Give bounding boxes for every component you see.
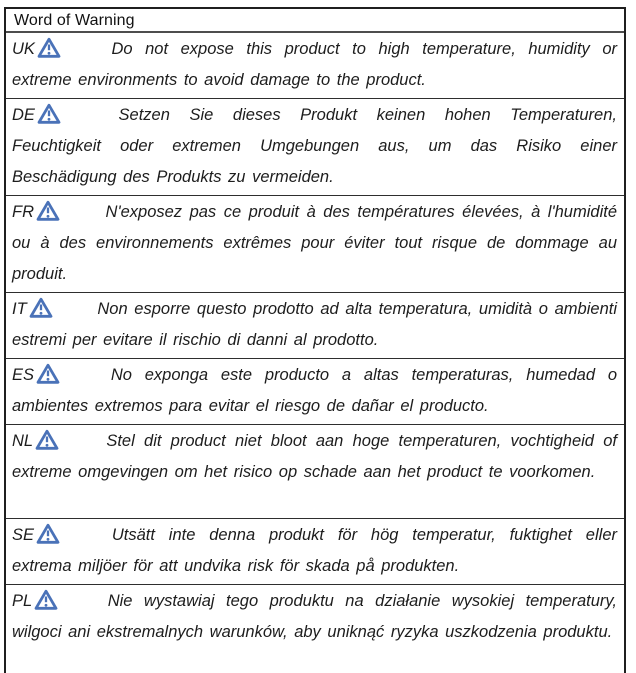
warning-text: Non esporre questo prodotto ad alta temp… <box>12 300 617 349</box>
warning-text: Setzen Sie dieses Produkt keinen hohen T… <box>12 106 617 186</box>
warning-triangle-icon <box>37 103 61 125</box>
tab-spacer <box>59 445 97 446</box>
warning-triangle-icon <box>35 429 59 451</box>
warning-row-se: SE Utsätt inte denna produkt för hög tem… <box>6 519 624 585</box>
warning-row-de: DE Setzen Sie dieses Produkt keinen hohe… <box>6 99 624 196</box>
table-header-row: Word of Warning <box>6 9 624 33</box>
warning-paragraph: ES No exponga este producto a altas temp… <box>12 360 617 422</box>
warning-triangle-icon <box>36 200 60 222</box>
warning-triangle-icon <box>34 589 58 611</box>
warning-row-uk: UK Do not expose this product to high te… <box>6 33 624 99</box>
warning-paragraph: SE Utsätt inte denna produkt för hög tem… <box>12 520 617 582</box>
tab-spacer <box>61 119 99 120</box>
word-of-warning-table: Word of Warning UK Do not expose this pr… <box>4 7 626 673</box>
language-code: NL <box>12 432 34 450</box>
tab-spacer <box>60 379 98 380</box>
warning-triangle-icon <box>36 523 60 545</box>
language-code: FR <box>12 203 34 221</box>
language-code: UK <box>12 40 35 58</box>
warning-text: Utsätt inte denna produkt för hög temper… <box>12 526 617 575</box>
warning-row-pl: PL Nie wystawiaj tego produktu na działa… <box>6 585 624 673</box>
warning-row-fr: FR N'exposez pas ce produit à des tempér… <box>6 196 624 293</box>
warning-triangle-icon <box>29 297 53 319</box>
warning-paragraph: UK Do not expose this product to high te… <box>12 34 617 96</box>
tab-spacer <box>60 216 98 217</box>
warning-paragraph: FR N'exposez pas ce produit à des tempér… <box>12 197 617 290</box>
language-code: PL <box>12 592 33 610</box>
tab-spacer <box>60 539 98 540</box>
warning-paragraph: NL Stel dit product niet bloot aan hoge … <box>12 426 617 488</box>
table-title: Word of Warning <box>14 11 135 29</box>
warning-paragraph: IT Non esporre questo prodotto ad alta t… <box>12 294 617 356</box>
warning-paragraph: PL Nie wystawiaj tego produktu na działa… <box>12 586 617 648</box>
language-code: SE <box>12 526 35 544</box>
warning-triangle-icon <box>36 363 60 385</box>
language-code: DE <box>12 106 35 124</box>
warning-row-nl: NL Stel dit product niet bloot aan hoge … <box>6 425 624 519</box>
tab-spacer <box>58 605 96 606</box>
warning-paragraph: DE Setzen Sie dieses Produkt keinen hohe… <box>12 100 617 193</box>
warning-text: Nie wystawiaj tego produktu na działanie… <box>12 592 617 641</box>
tab-spacer <box>61 53 99 54</box>
warning-text: No exponga este producto a altas tempera… <box>12 366 617 415</box>
warning-text: Stel dit product niet bloot aan hoge tem… <box>12 432 617 481</box>
language-code: ES <box>12 366 35 384</box>
language-code: IT <box>12 300 27 318</box>
warning-triangle-icon <box>37 37 61 59</box>
warning-row-it: IT Non esporre questo prodotto ad alta t… <box>6 293 624 359</box>
tab-spacer <box>53 313 91 314</box>
warning-text: Do not expose this product to high tempe… <box>12 40 617 89</box>
warning-row-es: ES No exponga este producto a altas temp… <box>6 359 624 425</box>
warning-text: N'exposez pas ce produit à des températu… <box>12 203 617 283</box>
